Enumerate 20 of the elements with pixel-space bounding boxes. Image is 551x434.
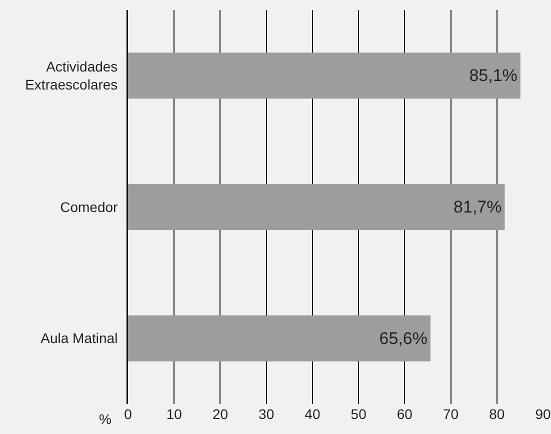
x-tick-label: 0 <box>124 406 132 422</box>
data-label: 81,7% <box>454 198 502 216</box>
x-tick-label: 90 <box>535 406 551 422</box>
x-tick-label: 50 <box>350 406 367 422</box>
x-tick-label: 10 <box>166 406 182 422</box>
x-tick-label: 30 <box>258 406 274 422</box>
bar <box>128 184 505 230</box>
bar <box>128 315 430 362</box>
bar <box>128 52 520 99</box>
x-axis-title: % <box>99 411 112 427</box>
data-label: 85,1% <box>469 66 518 86</box>
y-tick-label: Aula Matinal <box>40 330 118 346</box>
x-tick-label: 60 <box>396 406 413 422</box>
data-label: 65,6% <box>379 328 428 348</box>
x-tick-label: 40 <box>304 406 320 422</box>
y-tick-label: Actividades Extraescolares <box>25 58 118 93</box>
y-tick-label: Comedor <box>60 198 118 215</box>
x-tick-label: 20 <box>212 406 228 422</box>
x-tick-label: 80 <box>489 406 505 422</box>
x-tick-label: 70 <box>442 406 459 422</box>
